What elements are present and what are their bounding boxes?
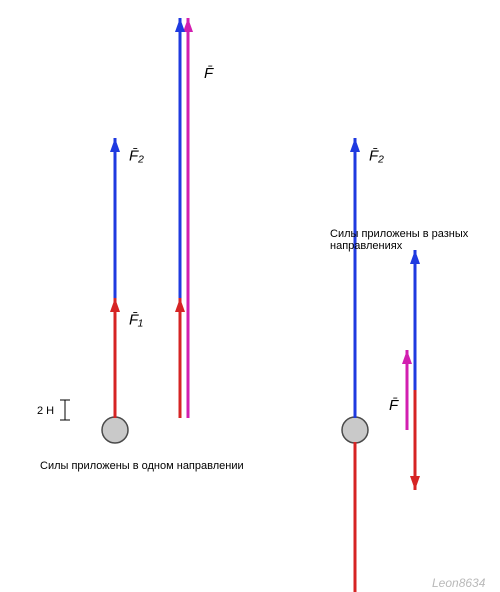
caption-right: Силы приложены в разных направлениях [330, 228, 468, 252]
left-sum-F1-head [175, 298, 185, 312]
left-sum-F-head [183, 18, 193, 32]
body-right [342, 417, 368, 443]
body-left [102, 417, 128, 443]
force-label: F̄₁ [129, 311, 143, 328]
watermark: Leon8634 [432, 576, 485, 590]
scale-label: 2 Н [37, 405, 54, 417]
left-F1-head [110, 298, 120, 312]
left-sum-F2-head [175, 18, 185, 32]
force-label: F̄ [389, 397, 399, 414]
force-label: F̄₂ [369, 147, 384, 164]
force-label: F̄₂ [129, 147, 144, 164]
caption-left: Силы приложены в одном направлении [40, 460, 244, 472]
right-sum-F-head [402, 350, 412, 364]
left-F2-head [110, 138, 120, 152]
right-sum-F2-head [410, 250, 420, 264]
right-F2-head [350, 138, 360, 152]
force-label: F̄ [204, 65, 214, 82]
force-diagram: 2 НF̄₂F̄₁F̄F̄₂F̄₁F̄ [0, 0, 500, 592]
right-sum-F1-head [410, 476, 420, 490]
